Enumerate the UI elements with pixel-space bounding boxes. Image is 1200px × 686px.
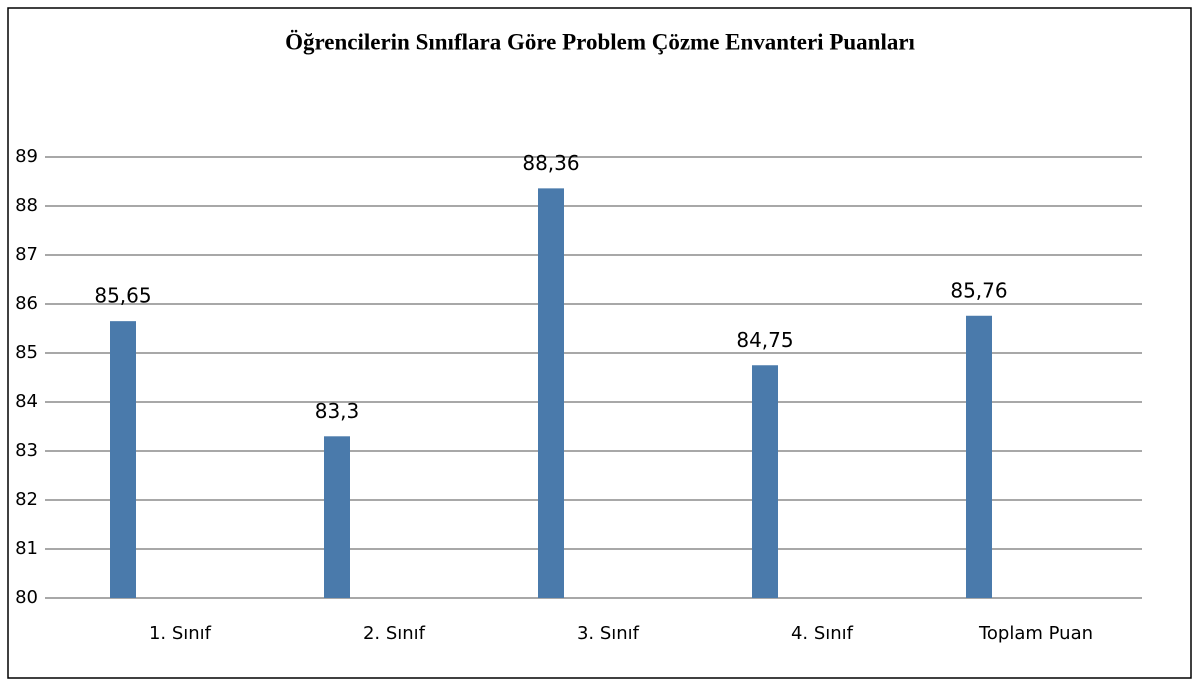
chart-border (7, 7, 1192, 679)
bar (752, 365, 778, 598)
y-tick-label: 80 (15, 587, 38, 608)
y-tick-label: 84 (15, 391, 38, 412)
bar (538, 188, 564, 599)
x-tick-label: 2. Sınıf (363, 623, 426, 644)
data-label: 85,65 (94, 284, 151, 308)
data-label: 88,36 (522, 151, 579, 175)
y-tick-label: 86 (15, 293, 38, 314)
data-label: 84,75 (736, 328, 793, 352)
y-tick-label: 81 (15, 538, 38, 559)
x-tick-label: 3. Sınıf (577, 623, 640, 644)
y-tick-label: 87 (15, 244, 38, 265)
y-tick-label: 89 (15, 146, 38, 167)
x-tick-label: 4. Sınıf (791, 623, 854, 644)
bar (324, 436, 350, 598)
y-tick-label: 83 (15, 440, 38, 461)
y-tick-label: 85 (15, 342, 38, 363)
data-label: 85,76 (950, 278, 1007, 302)
x-tick-label: Toplam Puan (978, 623, 1093, 644)
y-tick-label: 82 (15, 489, 38, 510)
bar (110, 321, 136, 598)
bar (966, 315, 992, 598)
y-tick-label: 88 (15, 195, 38, 216)
data-label: 83,3 (315, 399, 360, 423)
chart-title: Öğrencilerin Sınıflara Göre Problem Çözm… (285, 29, 915, 54)
x-tick-label: 1. Sınıf (149, 623, 212, 644)
